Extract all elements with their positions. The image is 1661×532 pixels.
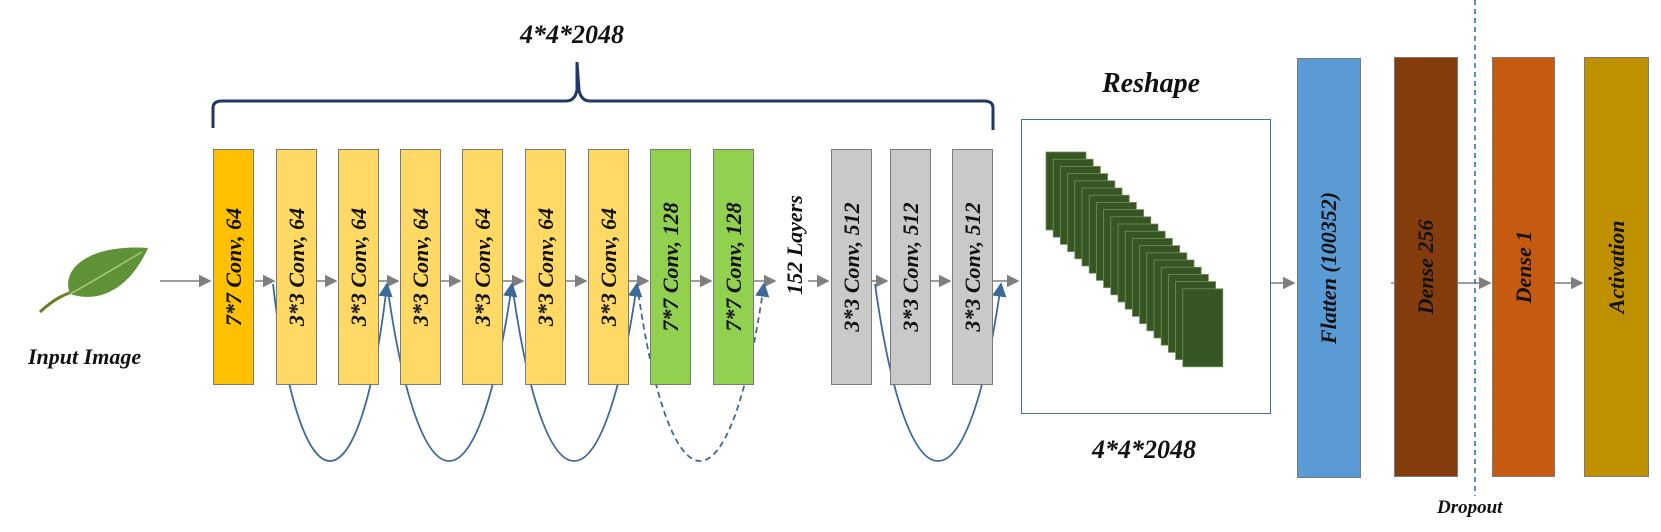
conv-block-label: 7*7 Conv, 64 xyxy=(220,207,246,327)
dense-block: Dense 1 xyxy=(1492,57,1555,477)
conv-block-label: 3*3 Conv, 64 xyxy=(283,207,309,327)
conv-block-label: 3*3 Conv, 512 xyxy=(959,202,985,332)
dense-block: Activation xyxy=(1584,57,1649,477)
dense-block-label: Dense 1 xyxy=(1510,230,1536,304)
conv-block-label: 7*7 Conv, 128 xyxy=(657,202,683,332)
dense-block-label: Dense 256 xyxy=(1413,219,1438,315)
conv-block: 3*3 Conv, 64 xyxy=(525,149,566,385)
conv-block-label: 3*3 Conv, 512 xyxy=(838,202,864,332)
reshape-box xyxy=(1021,119,1271,414)
conv-block: 3*3 Conv, 64 xyxy=(588,149,629,385)
dense-block: Dense 256 xyxy=(1394,57,1458,477)
conv-block: 3*3 Conv, 64 xyxy=(276,149,317,385)
conv-block: 3*3 Conv, 64 xyxy=(400,149,441,385)
top-dimension-label: 4*4*2048 xyxy=(520,20,624,49)
conv-block-label: 3*3 Conv, 64 xyxy=(469,207,495,327)
conv-block: 3*3 Conv, 512 xyxy=(831,149,872,385)
dense-block: Flatten (100352) xyxy=(1297,58,1361,478)
feature-map-stack xyxy=(1045,151,1224,368)
conv-block: 3*3 Conv, 64 xyxy=(462,149,503,385)
conv-block-label: 3*3 Conv, 64 xyxy=(532,207,558,327)
leaf-icon xyxy=(38,247,148,314)
conv-block-label: 3*3 Conv, 64 xyxy=(595,207,621,327)
conv-block: 7*7 Conv, 128 xyxy=(713,149,754,385)
feature-map-slice xyxy=(1182,288,1224,368)
group-brace xyxy=(211,61,995,130)
dense-block-label: Activation xyxy=(1603,220,1629,314)
input-image-label: Input Image xyxy=(28,344,142,369)
conv-block-label: 7*7 Conv, 128 xyxy=(720,202,746,332)
dropout-label: Dropout xyxy=(1437,497,1503,518)
conv-block-label: 3*3 Conv, 64 xyxy=(407,207,433,327)
conv-block: 7*7 Conv, 64 xyxy=(213,149,254,385)
conv-block: 7*7 Conv, 128 xyxy=(650,149,691,385)
conv-block: 3*3 Conv, 512 xyxy=(952,149,993,385)
conv-block: 3*3 Conv, 64 xyxy=(338,149,379,385)
reshape-title: Reshape xyxy=(1102,68,1200,99)
layers-note: 152 Layers xyxy=(775,150,815,340)
reshape-caption: 4*4*2048 xyxy=(1092,435,1196,464)
conv-block: 3*3 Conv, 512 xyxy=(890,149,931,385)
layers-note-label: 152 Layers xyxy=(782,195,807,295)
conv-block-label: 3*3 Conv, 64 xyxy=(345,207,371,327)
dense-block-label: Flatten (100352) xyxy=(1316,191,1341,345)
conv-block-label: 3*3 Conv, 512 xyxy=(897,202,923,332)
